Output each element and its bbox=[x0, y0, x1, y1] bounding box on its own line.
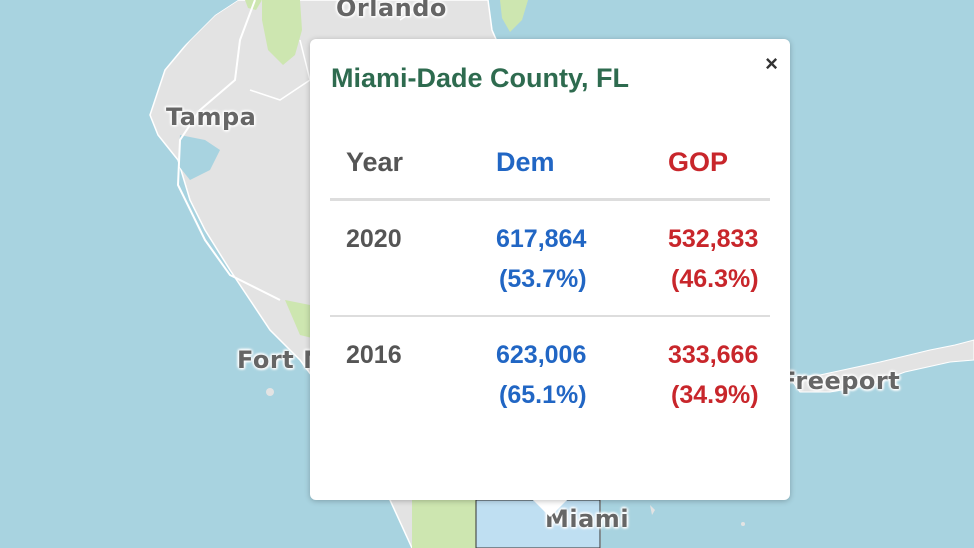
park-area bbox=[262, 0, 302, 65]
gop-percent: (34.9%) bbox=[671, 381, 759, 409]
dem-percent: (65.1%) bbox=[499, 381, 587, 409]
results-table: Year Dem GOP 2020 617,864 (53.7%) 532,83… bbox=[330, 125, 770, 431]
gop-percent: (46.3%) bbox=[671, 265, 759, 293]
city-label-freeport: Freeport bbox=[780, 367, 901, 395]
dem-votes: 623,006 bbox=[496, 341, 587, 369]
popup-title: Miami-Dade County, FL bbox=[331, 63, 630, 93]
dem-percent: (53.7%) bbox=[499, 265, 587, 293]
header-gop: GOP bbox=[668, 147, 729, 177]
table-row: 2016 623,006 (65.1%) 333,666 (34.9%) bbox=[330, 316, 770, 431]
header-year: Year bbox=[346, 147, 404, 177]
close-button[interactable]: × bbox=[765, 51, 778, 76]
gop-votes: 333,666 bbox=[668, 341, 759, 369]
dem-result: 623,006 (65.1%) bbox=[496, 316, 668, 431]
popup-tip bbox=[532, 499, 568, 517]
dem-votes: 617,864 bbox=[496, 225, 587, 253]
gop-result: 532,833 (46.3%) bbox=[668, 200, 770, 317]
city-label-orlando: Orlando bbox=[336, 0, 447, 22]
row-year: 2016 bbox=[346, 341, 402, 369]
table-header-row: Year Dem GOP bbox=[330, 125, 770, 200]
city-label-tampa: Tampa bbox=[166, 103, 257, 131]
county-popup: × Miami-Dade County, FL Year Dem GOP 202… bbox=[310, 39, 790, 500]
header-dem: Dem bbox=[496, 147, 555, 177]
tampa-bay bbox=[178, 135, 220, 180]
bahamas-island bbox=[789, 339, 974, 393]
row-year: 2020 bbox=[346, 225, 402, 253]
table-row: 2020 617,864 (53.7%) 532,833 (46.3%) bbox=[330, 200, 770, 317]
gop-result: 333,666 (34.9%) bbox=[668, 316, 770, 431]
gop-votes: 532,833 bbox=[668, 225, 759, 253]
dem-result: 617,864 (53.7%) bbox=[496, 200, 668, 317]
